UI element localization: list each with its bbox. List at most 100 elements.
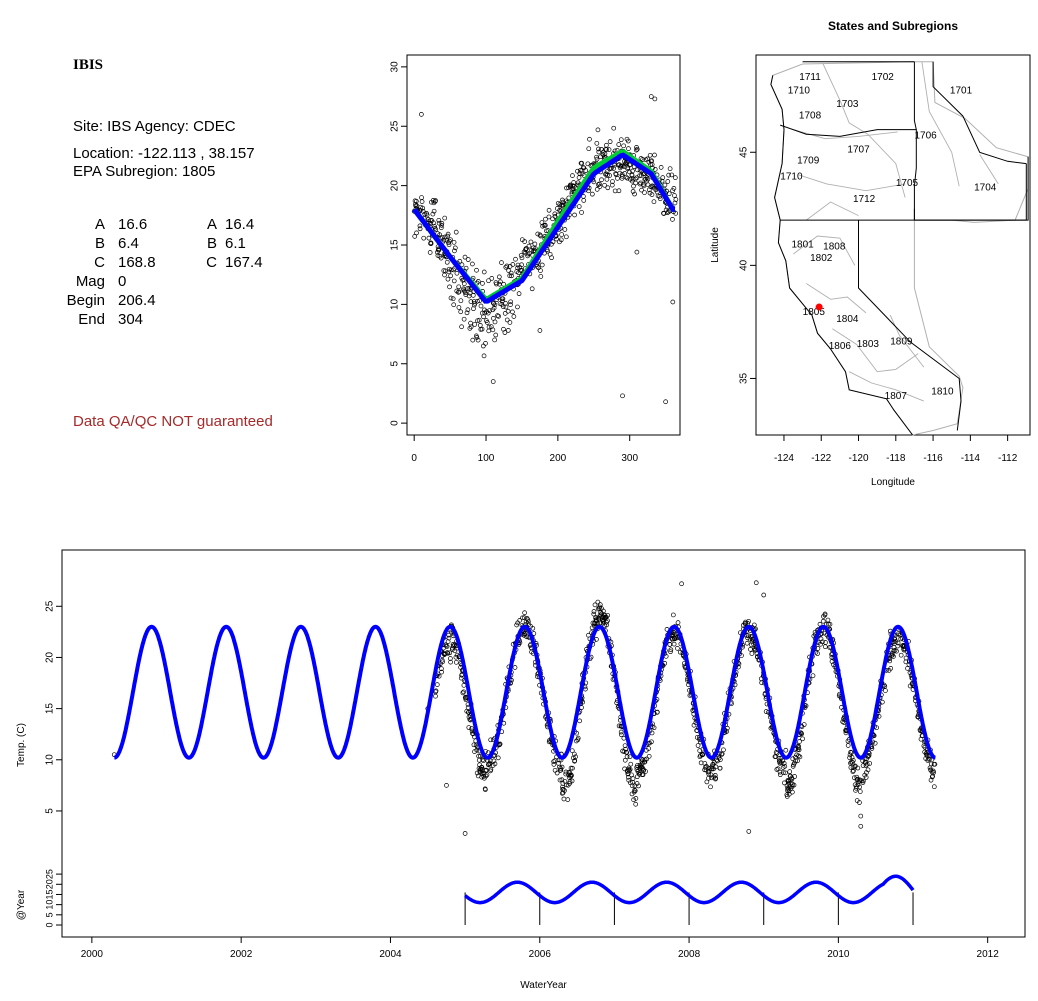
- data-point: [792, 774, 797, 779]
- data-point: [539, 262, 545, 268]
- data-point: [477, 322, 483, 328]
- data-point: [502, 330, 508, 335]
- data-point: [543, 216, 548, 222]
- data-point: [797, 739, 802, 744]
- data-point: [468, 299, 474, 304]
- data-point: [517, 618, 523, 623]
- data-point: [657, 196, 663, 202]
- region-label: 1704: [974, 183, 997, 194]
- data-point: [796, 743, 802, 749]
- inset-y-tick-label: 15: [44, 889, 54, 899]
- data-point: [515, 265, 520, 271]
- data-point: [419, 199, 425, 204]
- data-point: [510, 309, 515, 315]
- data-point: [462, 254, 468, 260]
- data-point: [823, 640, 828, 645]
- outlier-point: [652, 96, 658, 102]
- data-point: [579, 160, 585, 166]
- y-tick-label: 20: [45, 651, 56, 663]
- data-point: [931, 770, 937, 775]
- data-point: [526, 243, 532, 249]
- data-point: [739, 653, 744, 658]
- data-point: [782, 764, 788, 769]
- data-point: [670, 612, 676, 618]
- data-point: [860, 778, 866, 784]
- data-point: [445, 650, 451, 656]
- data-point: [575, 735, 581, 741]
- data-point: [446, 632, 452, 638]
- plot-frame: [61, 549, 1026, 938]
- data-point: [660, 175, 666, 180]
- data-point: [604, 169, 610, 175]
- data-point: [518, 253, 524, 258]
- outlier-point: [753, 580, 759, 586]
- data-point: [698, 760, 704, 766]
- data-point: [492, 319, 498, 325]
- data-point: [487, 308, 492, 313]
- data-point: [497, 741, 503, 747]
- data-point: [645, 182, 651, 188]
- data-point: [618, 137, 624, 143]
- data-point: [903, 655, 909, 661]
- data-point: [609, 165, 614, 171]
- data-point: [417, 223, 423, 229]
- data-point: [542, 223, 548, 228]
- x-tick-label: -118: [886, 453, 906, 464]
- data-point: [487, 761, 493, 767]
- region-label: 1711: [799, 72, 821, 83]
- data-point: [634, 146, 640, 152]
- y-tick-label: 10: [390, 298, 401, 310]
- data-point: [570, 186, 576, 192]
- data-point: [617, 170, 623, 176]
- data-point: [590, 191, 595, 197]
- param-value: 304: [118, 311, 144, 328]
- x-tick-label: 0: [411, 453, 417, 464]
- region-label: 1708: [799, 110, 822, 121]
- data-point: [476, 317, 482, 323]
- data-point: [855, 765, 861, 771]
- x-tick-label: -114: [961, 453, 981, 464]
- data-point: [565, 797, 571, 802]
- data-point: [605, 613, 611, 618]
- data-point: [448, 659, 453, 665]
- x-tick-label: 300: [621, 453, 638, 464]
- data-point: [879, 699, 885, 705]
- data-point: [480, 281, 485, 286]
- data-point: [501, 281, 506, 287]
- data-point: [774, 767, 780, 772]
- data-point: [479, 326, 485, 332]
- data-point: [780, 758, 786, 764]
- data-point: [577, 171, 583, 176]
- data-point: [528, 239, 534, 245]
- data-point: [627, 767, 633, 772]
- data-point: [724, 729, 730, 734]
- data-point: [442, 272, 447, 278]
- data-point: [801, 722, 807, 727]
- data-point: [822, 644, 828, 650]
- data-point: [468, 324, 474, 330]
- data-point: [505, 308, 511, 314]
- param-value: 168.8: [118, 254, 156, 271]
- data-point: [652, 166, 658, 172]
- subregion-boundary: [848, 371, 924, 402]
- data-point: [847, 755, 852, 761]
- data-point: [932, 761, 938, 767]
- data-point: [598, 146, 604, 152]
- data-point: [629, 783, 635, 789]
- data-point: [777, 769, 783, 775]
- data-point: [672, 200, 678, 206]
- data-point: [508, 302, 513, 307]
- data-point: [557, 777, 563, 783]
- data-point: [414, 230, 419, 236]
- data-point: [655, 709, 660, 715]
- data-point: [486, 278, 491, 284]
- region-label: 1802: [810, 253, 833, 264]
- param-value: 0: [118, 273, 127, 290]
- data-point: [799, 724, 805, 730]
- y-tick-label: 15: [390, 239, 401, 251]
- data-point: [451, 278, 457, 284]
- outlier-point: [648, 94, 654, 99]
- data-point: [439, 666, 444, 672]
- data-point: [587, 136, 592, 142]
- data-point: [640, 766, 646, 772]
